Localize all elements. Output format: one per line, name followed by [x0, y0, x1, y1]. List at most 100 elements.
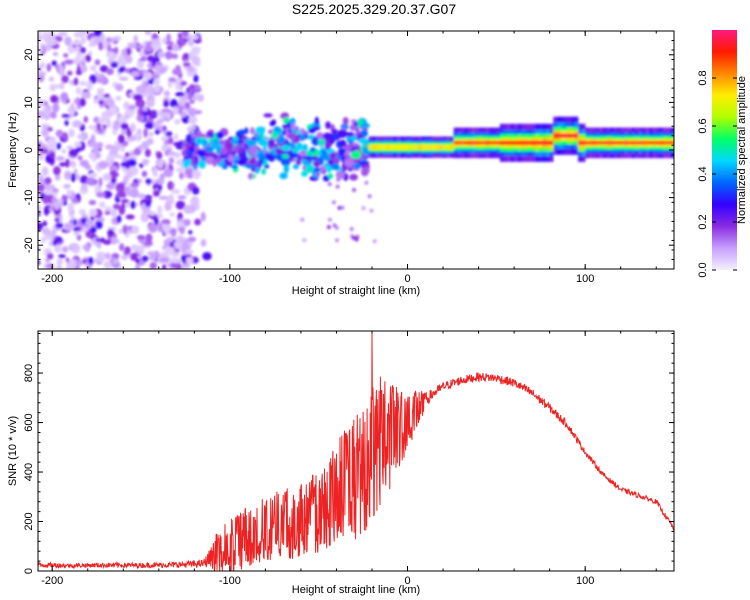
y-tick-label: 0 [23, 147, 35, 153]
noise-blob [179, 172, 184, 180]
outlier-blob [349, 227, 354, 231]
noise-blob [38, 183, 45, 192]
turbulent-blob [352, 163, 361, 169]
noise-blob [190, 34, 199, 40]
turbulent-blob [279, 172, 288, 180]
y-tick-label: 0 [23, 568, 35, 574]
noise-blob [136, 44, 145, 50]
noise-blob [52, 51, 59, 57]
turbulent-blob [299, 128, 306, 135]
noise-blob [105, 252, 111, 260]
tone-segment [592, 141, 597, 145]
noise-blob [130, 70, 140, 78]
turbulent-blob [207, 146, 214, 153]
noise-blob [133, 133, 140, 138]
noise-blob [184, 169, 194, 175]
noise-blob [52, 103, 60, 113]
turbulent-blob [265, 153, 275, 161]
noise-blob [79, 97, 86, 107]
y-tick-label: -20 [23, 237, 35, 253]
noise-blob [112, 129, 118, 136]
noise-blob [94, 59, 101, 66]
tone-segment [563, 133, 568, 138]
outlier-blob [340, 205, 345, 210]
noise-blob [125, 55, 133, 64]
turbulent-blob [360, 167, 369, 177]
turbulent-blob [352, 150, 361, 159]
tone-segment [407, 144, 412, 150]
noise-blob [174, 119, 181, 125]
tone-segment [446, 144, 451, 150]
turbulent-blob [281, 154, 290, 159]
noise-blob [103, 174, 112, 180]
noise-blob [163, 169, 174, 178]
spectrogram-marks [38, 31, 674, 269]
noise-blob [42, 106, 49, 115]
noise-blob [85, 54, 92, 63]
noise-blob [200, 211, 206, 222]
turbulent-blob [331, 163, 340, 171]
tone-segment [372, 144, 376, 150]
noise-blob [112, 124, 120, 131]
turbulent-blob [212, 158, 218, 167]
noise-blob [38, 222, 43, 232]
noise-blob [51, 228, 57, 236]
noise-blob [165, 131, 173, 137]
noise-blob [58, 254, 66, 259]
noise-blob [99, 65, 109, 73]
outlier-blob [331, 200, 336, 205]
noise-blob [84, 245, 91, 253]
snr-y-label: SNR (10 * v/v) [7, 416, 19, 486]
noise-blob [63, 53, 69, 58]
noise-blob [40, 50, 45, 56]
tone-segment [450, 144, 455, 150]
turbulent-blob [316, 131, 324, 140]
noise-blob [46, 253, 54, 260]
noise-blob [97, 118, 106, 124]
noise-blob [161, 136, 166, 142]
noise-blob [112, 258, 119, 266]
noise-blob [85, 91, 91, 99]
outlier-blob [302, 238, 307, 243]
noise-blob [95, 238, 101, 243]
noise-blob [64, 36, 72, 46]
tone-segment [571, 133, 575, 138]
noise-blob [98, 41, 103, 51]
tone-segment [620, 141, 625, 145]
noise-blob [74, 141, 82, 149]
noise-blob [172, 68, 182, 76]
outlier-blob [336, 177, 341, 182]
turbulent-blob [249, 146, 258, 156]
noise-blob [182, 62, 191, 67]
noise-blob [143, 159, 149, 166]
outlier-blob [300, 217, 305, 222]
noise-blob [159, 67, 167, 74]
noise-blob [64, 119, 69, 126]
turbulent-blob [343, 144, 353, 151]
noise-blob [98, 201, 106, 208]
turbulent-blob [339, 139, 347, 147]
noise-blob [103, 93, 111, 98]
turbulent-blob [280, 158, 291, 166]
noise-blob [46, 63, 52, 72]
noise-blob [74, 58, 81, 64]
turbulent-blob [329, 151, 335, 160]
noise-blob [153, 78, 161, 85]
noise-blob [68, 128, 75, 138]
turbulent-blob [207, 129, 214, 135]
noise-blob [76, 51, 83, 58]
noise-blob [147, 85, 155, 95]
turbulent-blob [278, 135, 286, 145]
tone-segment [496, 141, 501, 145]
noise-blob [124, 152, 130, 158]
tone-segment [492, 141, 497, 145]
tone-segment [528, 140, 533, 145]
noise-blob [192, 186, 200, 195]
noise-blob [191, 46, 201, 56]
outlier-blob [332, 223, 337, 228]
colorbar: 0.0 0.2 0.4 0.6 0.8 Normalized spectral ampl… [697, 30, 748, 278]
noise-blob [117, 115, 123, 120]
turbulent-blob [216, 156, 222, 164]
noise-blob [168, 157, 175, 165]
tone-segment [634, 141, 639, 145]
